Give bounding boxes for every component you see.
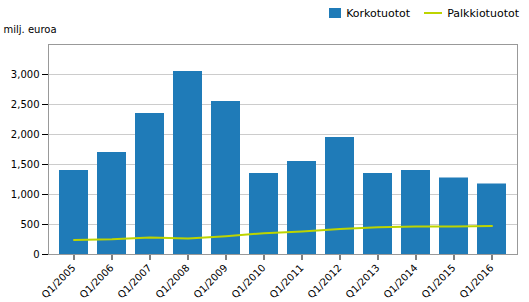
svg-text:Q1/2009: Q1/2009 bbox=[191, 262, 229, 300]
svg-text:Q1/2011: Q1/2011 bbox=[267, 262, 305, 300]
svg-text:3,000: 3,000 bbox=[11, 69, 40, 80]
svg-text:2,000: 2,000 bbox=[11, 129, 40, 140]
svg-text:Q1/2006: Q1/2006 bbox=[77, 262, 115, 300]
svg-text:Q1/2007: Q1/2007 bbox=[115, 262, 153, 300]
svg-text:milj. euroa: milj. euroa bbox=[4, 24, 57, 35]
svg-text:1,000: 1,000 bbox=[11, 189, 40, 200]
svg-text:Q1/2008: Q1/2008 bbox=[153, 262, 191, 300]
svg-text:Q1/2016: Q1/2016 bbox=[457, 262, 495, 300]
svg-text:2,500: 2,500 bbox=[11, 99, 40, 110]
svg-text:Q1/2005: Q1/2005 bbox=[39, 262, 77, 300]
svg-text:Q1/2012: Q1/2012 bbox=[305, 262, 343, 300]
html-text:Palkkiotuotot: Palkkiotuotot bbox=[447, 6, 519, 20]
svg-text:0: 0 bbox=[33, 249, 39, 260]
html-text:Korkotuotot: Korkotuotot bbox=[346, 6, 411, 20]
svg-text:Q1/2015: Q1/2015 bbox=[419, 262, 457, 300]
svg-text:Q1/2013: Q1/2013 bbox=[343, 262, 381, 300]
svg-text:500: 500 bbox=[20, 219, 39, 230]
svg-text:Q1/2014: Q1/2014 bbox=[381, 262, 419, 300]
svg-text:Q1/2010: Q1/2010 bbox=[229, 262, 267, 300]
svg-text:1,500: 1,500 bbox=[11, 159, 40, 170]
